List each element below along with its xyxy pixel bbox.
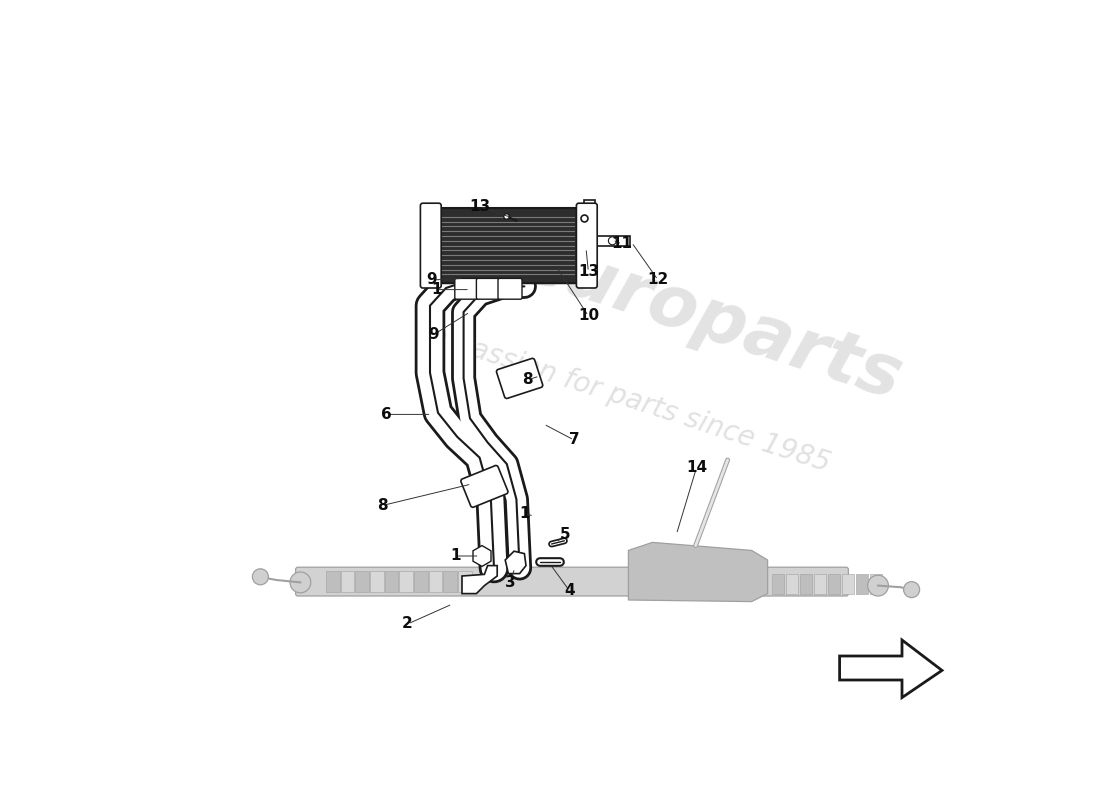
FancyBboxPatch shape [576,203,597,288]
Circle shape [585,205,593,213]
Polygon shape [786,574,799,594]
Text: 2: 2 [403,617,412,631]
Polygon shape [505,551,526,574]
Polygon shape [814,574,826,594]
Text: 5: 5 [560,527,571,542]
Polygon shape [341,571,354,592]
Polygon shape [772,574,784,594]
Polygon shape [828,574,840,594]
Polygon shape [326,571,340,592]
Polygon shape [843,574,854,594]
Text: 4: 4 [564,583,574,598]
Text: 11: 11 [612,237,632,251]
Polygon shape [856,574,868,594]
Circle shape [585,218,593,226]
FancyBboxPatch shape [420,203,441,288]
Polygon shape [473,546,491,566]
Text: 13: 13 [578,265,600,279]
Polygon shape [628,542,768,602]
Polygon shape [385,571,398,592]
Polygon shape [399,571,412,592]
Circle shape [252,569,268,585]
Polygon shape [370,571,384,592]
Text: 3: 3 [505,575,515,590]
Polygon shape [429,571,442,592]
FancyBboxPatch shape [498,278,522,299]
Polygon shape [355,571,368,592]
Text: 1: 1 [431,282,441,297]
Polygon shape [584,200,630,246]
Text: 10: 10 [578,309,600,323]
Text: 1: 1 [450,549,461,563]
Text: a passion for parts since 1985: a passion for parts since 1985 [426,322,834,478]
Circle shape [608,237,616,245]
Circle shape [290,572,311,593]
Polygon shape [414,571,428,592]
FancyBboxPatch shape [461,466,508,507]
Text: 7: 7 [569,433,580,447]
FancyBboxPatch shape [296,567,848,596]
FancyBboxPatch shape [496,358,542,398]
Polygon shape [801,574,812,594]
Circle shape [868,575,889,596]
Polygon shape [462,566,497,594]
Text: europarts: europarts [509,226,911,414]
Text: 1: 1 [519,506,530,521]
Polygon shape [839,640,942,698]
Text: 14: 14 [685,461,707,475]
Polygon shape [443,571,456,592]
Text: 13: 13 [469,199,491,214]
Polygon shape [458,571,472,592]
Text: 9: 9 [429,327,439,342]
Polygon shape [870,574,882,594]
Circle shape [903,582,920,598]
Text: 6: 6 [382,407,393,422]
FancyBboxPatch shape [434,208,581,283]
Text: 8: 8 [522,373,532,387]
Text: 8: 8 [376,498,387,513]
Text: 12: 12 [648,273,669,287]
FancyBboxPatch shape [454,278,478,299]
Text: 9: 9 [427,273,437,287]
FancyBboxPatch shape [476,278,501,299]
